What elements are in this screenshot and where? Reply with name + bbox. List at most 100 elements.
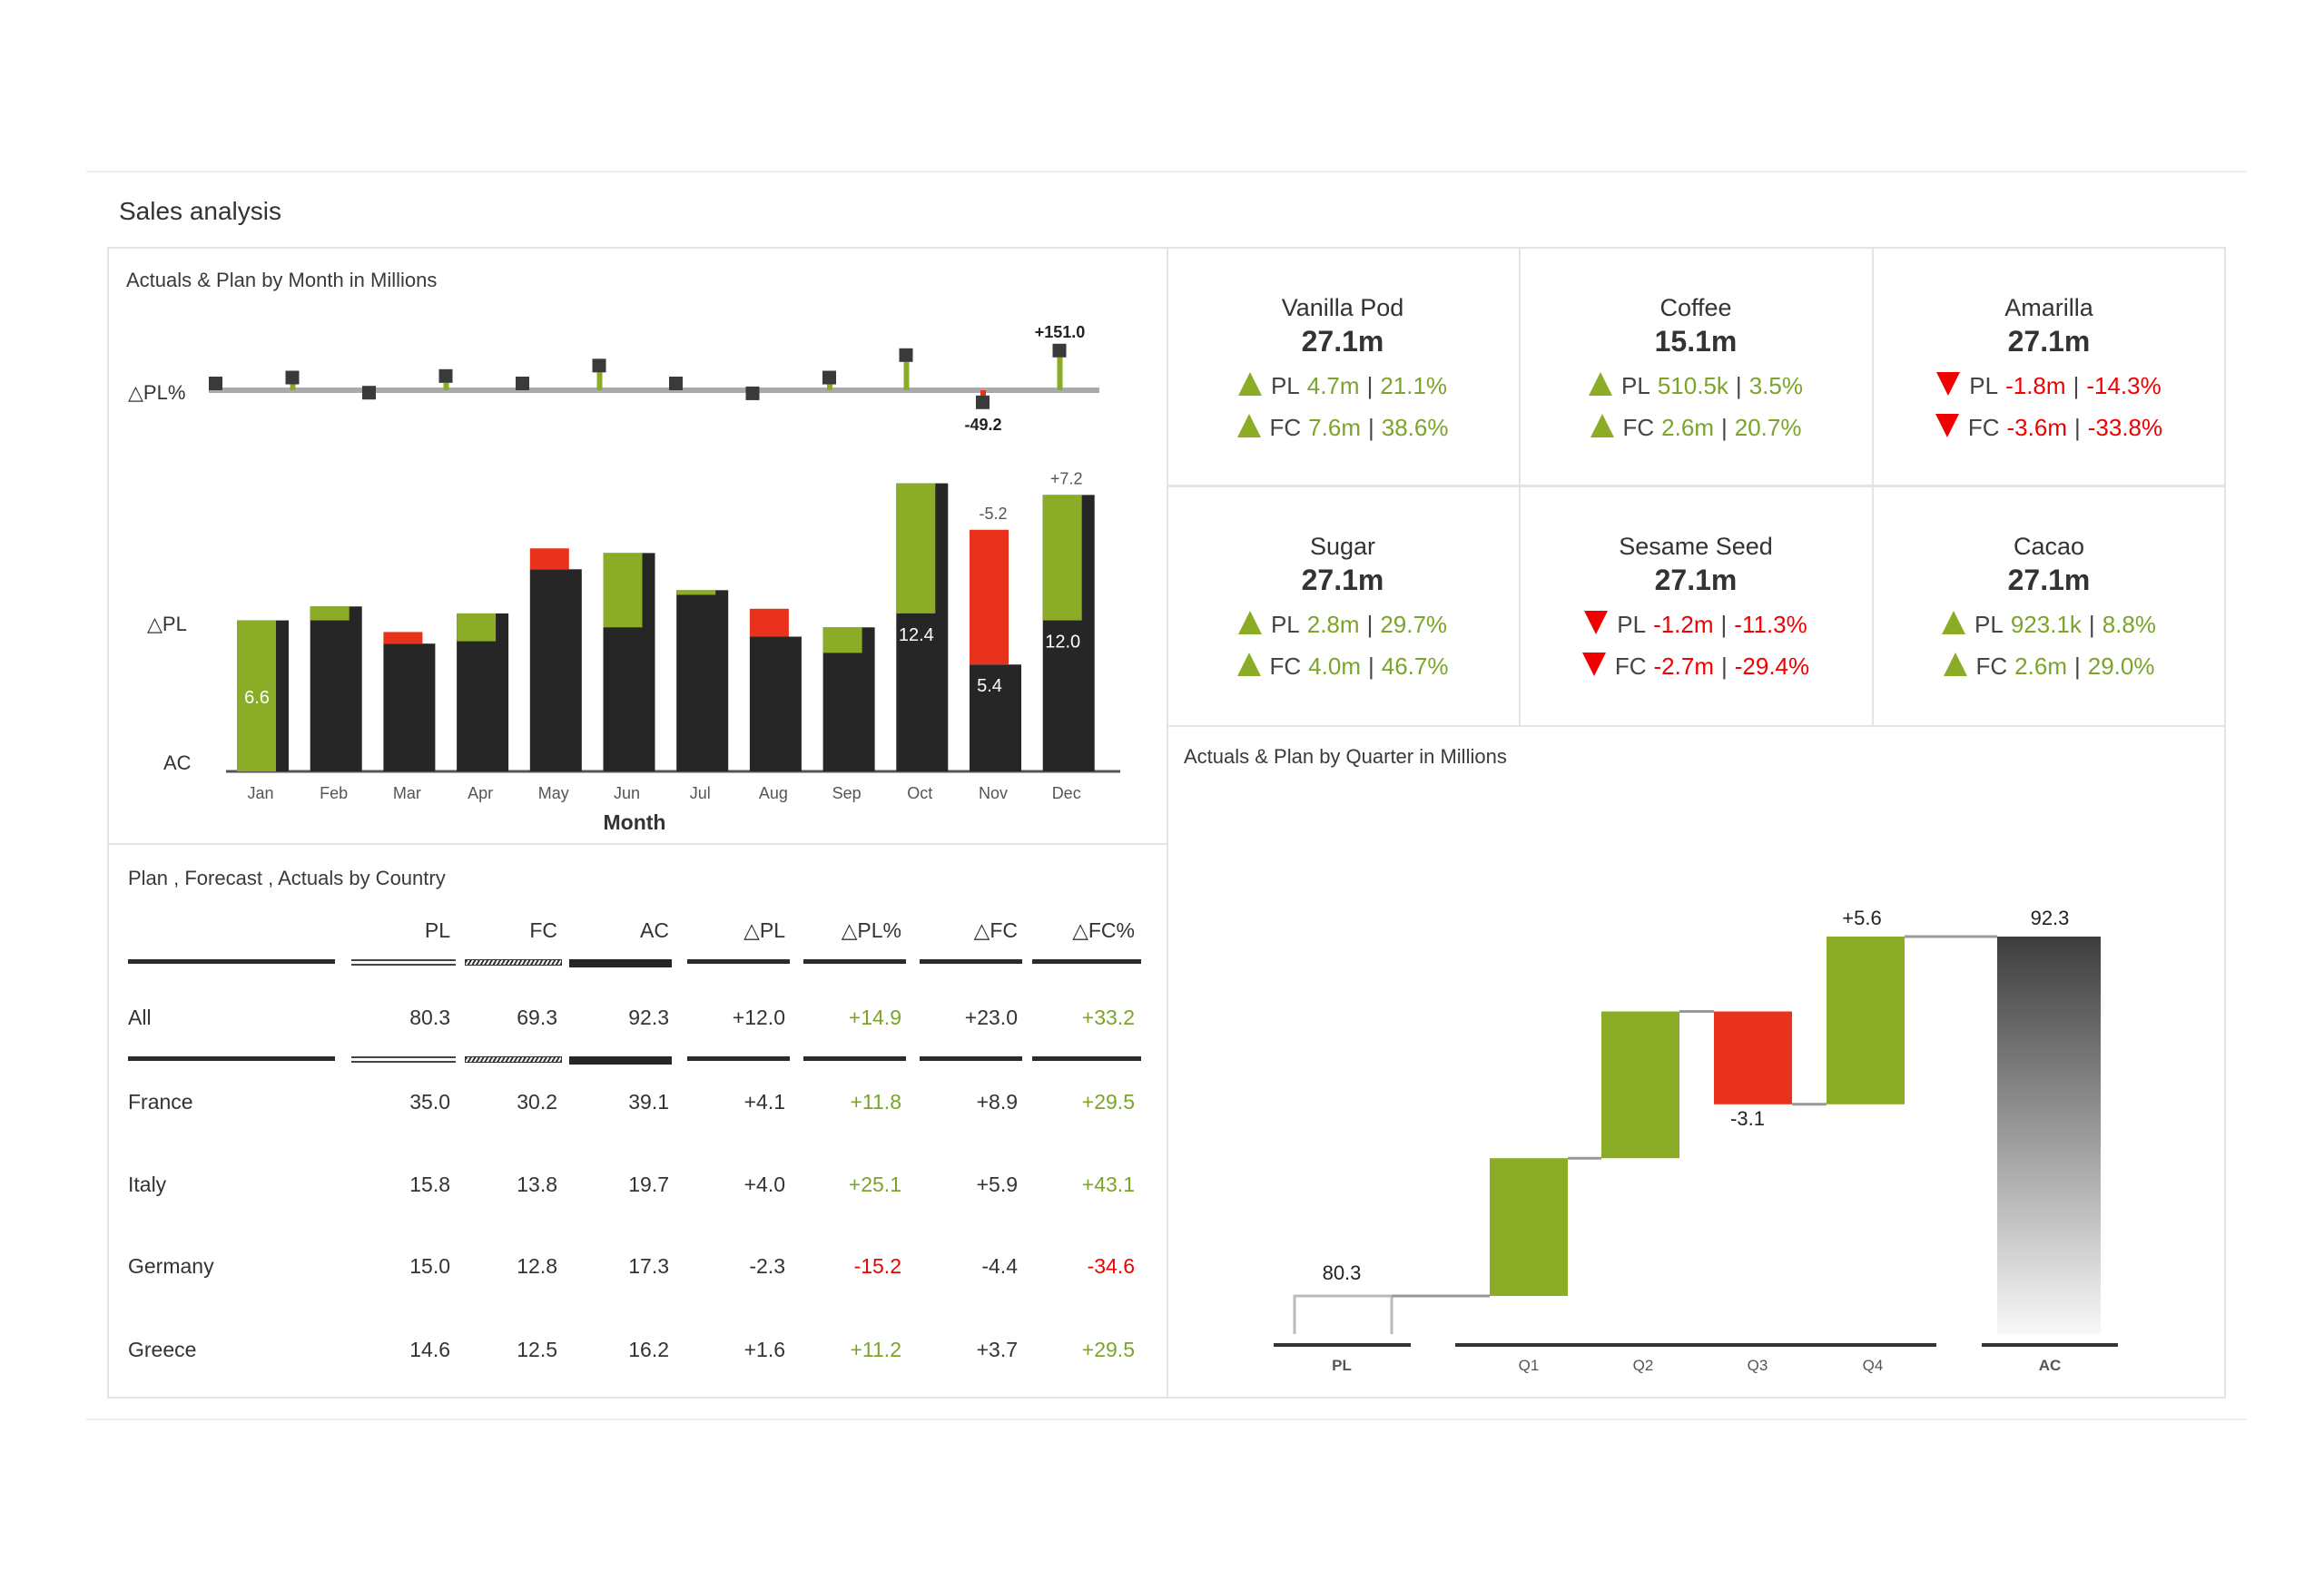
monthly-chart: △PL% △PL AC Jan 6.6 Feb Mar Apr May Jun Jul Aug S… [128,323,1120,834]
table-cell: -15.2 [853,1254,901,1278]
triangle-up-icon [1237,372,1262,396]
kpi-fc-label: FC [1975,653,2008,680]
delta-pl-bar [1042,495,1082,621]
month-tick-label: Nov [979,784,1008,802]
kpi-pl-line: PL 4.7m | 21.1% [1167,372,1519,400]
month-tick-label: Jun [614,784,640,802]
delta-value-label: +7.2 [1050,469,1083,487]
kpi-name: Vanilla Pod [1281,294,1404,321]
table-rule [351,1056,456,1063]
separator: | [1367,653,1374,680]
table-rule [569,1056,672,1065]
delta-pl-bar [237,620,276,771]
table-rule [687,959,790,964]
monthly-chart-title: Actuals & Plan by Month in Millions [126,269,438,291]
kpi-fc-abs: -3.6m [2006,414,2067,441]
kpi-fc-pct: -33.8% [2087,414,2163,441]
kpi-fc-pct: -29.4% [1734,653,1810,680]
table-cell: 69.3 [517,1006,557,1029]
separator: | [1720,653,1728,680]
ac-bar [749,636,802,771]
table-cell: +11.8 [850,1090,902,1114]
table-rule [803,1056,906,1061]
kpi-fc-label: FC [1967,414,2000,441]
table-cell: +3.7 [976,1338,1018,1361]
q4-value-label: +5.6 [1842,907,1881,929]
kpi-value: 27.1m [1301,564,1384,596]
triangle-up-icon [1236,414,1261,437]
kpi-col-divider [1872,247,1874,727]
kpi-fc-line: FC 4.0m | 46.7% [1167,653,1519,681]
category-tick-label: Q3 [1748,1357,1768,1374]
separator: | [2073,653,2081,680]
table-rule [1032,1056,1141,1061]
pct-marker [438,368,453,383]
kpi-value: 27.1m [1654,564,1738,596]
separator: | [1366,372,1374,399]
kpi-fc-abs: 2.6m [1661,414,1714,441]
table-rule [569,959,672,967]
delta-pl-bar [383,632,423,644]
delta-pl-bar [310,606,350,621]
top-divider [86,171,2247,172]
month-tick-label: Apr [468,784,493,802]
country-name: Germany [128,1254,214,1278]
table-cell: -2.3 [749,1254,785,1278]
month-tick-label: Jul [690,784,711,802]
kpi-pl-label: PL [1270,372,1300,399]
table-cell: +12.0 [732,1006,785,1029]
table-cell: 35.0 [409,1090,450,1114]
kpi-fc-abs: 7.6m [1308,414,1361,441]
kpi-pl-abs: 2.8m [1306,611,1360,638]
pct-marker [592,358,606,373]
pct-marker [516,377,529,390]
quarter-waterfall-chart: PL Q1 Q2 Q3 Q4 AC 80.3 -3.1 +5.6 92.3 [1274,907,2118,1374]
table-rule [465,1056,562,1063]
triangle-down-icon [1935,414,1959,437]
table-cell: -34.6 [1087,1254,1135,1278]
pct-pin [443,382,449,390]
month-tick-label: Oct [907,784,932,802]
triangle-down-icon [1584,611,1609,634]
separator: | [2088,611,2095,638]
delta-value-label: -5.2 [979,505,1007,523]
pct-marker [976,395,990,409]
ac-bar [383,643,436,771]
kpi-fc-line: FC -2.7m | -29.4% [1520,653,1872,681]
table-cell: 15.8 [409,1173,450,1196]
kpi-fc-label: FC [1622,414,1655,441]
table-cell: 12.8 [517,1254,557,1278]
pct-marker [899,348,913,362]
kpi-col-divider [1519,247,1521,727]
kpi-pl-abs: -1.2m [1653,611,1714,638]
kpi-fc-pct: 46.7% [1381,653,1449,680]
ac-bar [1997,937,2101,1334]
table-cell: 19.7 [628,1173,669,1196]
pct-value-label: +151.0 [1035,323,1086,341]
pct-marker [285,370,300,385]
pl-bar [1293,1294,1393,1334]
table-rule [687,1056,790,1061]
country-name: France [128,1090,193,1114]
table-rule [920,959,1022,964]
pct-pin [1057,357,1063,390]
quarter-bar [1827,937,1905,1104]
table-cell: +8.9 [976,1090,1018,1114]
pct-pin [903,361,910,390]
ac-value-label: 92.3 [2031,907,2070,929]
delta-pl-bar [603,553,643,628]
country-table-panel [107,843,1168,1399]
table-cell: 17.3 [628,1254,669,1278]
triangle-down-icon [1581,653,1606,676]
table-cell: -4.4 [981,1254,1018,1278]
delta-pl-bar [457,613,497,642]
delta-pl-bar [970,529,1009,665]
table-cell: +29.5 [1081,1090,1135,1114]
table-rule [920,1056,1022,1061]
kpi-fc-line: FC 2.6m | 20.7% [1520,414,1872,442]
pct-marker [1052,343,1067,358]
kpi-pl-abs: 923.1k [2010,611,2082,638]
pl-value-label: 80.3 [1323,1261,1362,1284]
category-tick-label: PL [1332,1357,1352,1374]
x-axis-title: Month [604,810,666,834]
